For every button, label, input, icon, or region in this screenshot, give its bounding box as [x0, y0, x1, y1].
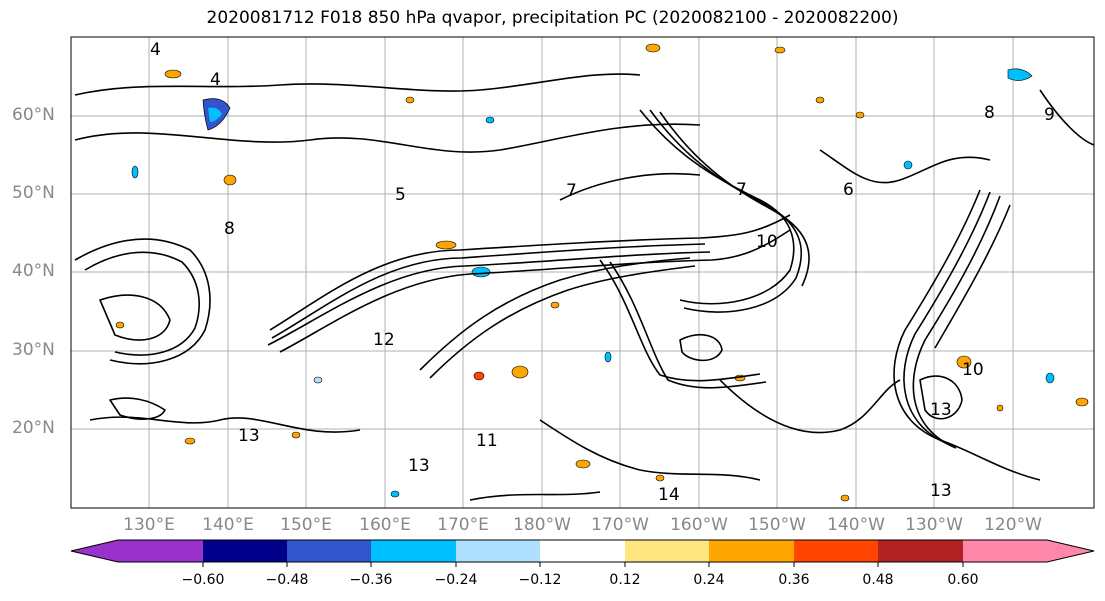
lon-label: 120°W: [984, 515, 1042, 535]
contour-label: 11: [476, 431, 498, 451]
colorbar-tick-label: 0.60: [947, 572, 979, 588]
colorbar-segment: [71, 540, 203, 562]
contour-label: 8: [984, 103, 995, 123]
lon-label: 130°W: [905, 515, 963, 535]
lon-label: 140°E: [202, 515, 254, 535]
colorbar-tick-label: −0.24: [434, 572, 478, 588]
colorbar-segment: [878, 540, 963, 562]
precipitation-fills: [115, 43, 1089, 502]
colorbar-segment: [456, 540, 540, 562]
qvapor-contours: [74, 73, 1094, 501]
colorbar-tick-label: −0.12: [518, 572, 562, 588]
lon-label: 180°W: [513, 515, 571, 535]
contour-label: 4: [210, 70, 221, 90]
lat-label: 60°N: [12, 105, 55, 125]
contour-label: 14: [658, 485, 680, 505]
colorbar-tick-label: −0.36: [349, 572, 393, 588]
contour-label: 8: [224, 219, 235, 239]
lon-label: 160°E: [359, 515, 411, 535]
lon-label: 140°W: [827, 515, 885, 535]
contour-label: 10: [756, 232, 778, 252]
lat-label: 50°N: [12, 183, 55, 203]
lon-label: 150°E: [280, 515, 332, 535]
map-title: 2020081712 F018 850 hPa qvapor, precipit…: [206, 8, 899, 28]
colorbar-outline: [70, 539, 1095, 563]
lon-label: 170°W: [591, 515, 649, 535]
contour-label: 13: [238, 426, 260, 446]
lon-label: 130°E: [123, 515, 175, 535]
lon-label: 150°W: [748, 515, 806, 535]
lon-label: 170°E: [437, 515, 489, 535]
contour-label: 7: [566, 181, 577, 201]
colorbar-tick-label: 0.48: [862, 572, 894, 588]
contour-label: 9: [1044, 105, 1055, 125]
colorbar-tick-label: 0.24: [693, 572, 725, 588]
contour-label: 6: [843, 180, 854, 200]
colorbar-segment: [625, 540, 709, 562]
colorbar-segment: [287, 540, 371, 562]
lat-label: 30°N: [12, 340, 55, 360]
contour-label: 5: [395, 185, 406, 205]
contour-label: 13: [930, 400, 952, 420]
contour-label: 13: [930, 481, 952, 501]
lat-label: 20°N: [12, 418, 55, 438]
colorbar-tick-label: −0.60: [181, 572, 225, 588]
colorbar-segment: [540, 540, 625, 562]
lat-label: 40°N: [12, 261, 55, 281]
contour-label: 7: [736, 180, 747, 200]
map-frame: [70, 36, 1095, 509]
colorbar-segment: [709, 540, 794, 562]
contour-label: 13: [408, 456, 430, 476]
colorbar-tick-label: 0.12: [609, 572, 641, 588]
contour-label: 10: [962, 360, 984, 380]
colorbar-segment: [963, 540, 1094, 562]
colorbar-tick-label: −0.48: [265, 572, 309, 588]
contour-label: 4: [150, 40, 161, 60]
colorbar-tick-label: 0.36: [778, 572, 810, 588]
colorbar-segment: [203, 540, 287, 562]
colorbar-segment: [794, 540, 878, 562]
lon-label: 160°W: [670, 515, 728, 535]
colorbar-segment: [371, 540, 456, 562]
contour-label: 12: [373, 330, 395, 350]
contour-labels: 4 4 5 6 7 7 8 8 9 10 10 11 12 13 13 13 1…: [150, 40, 1055, 505]
